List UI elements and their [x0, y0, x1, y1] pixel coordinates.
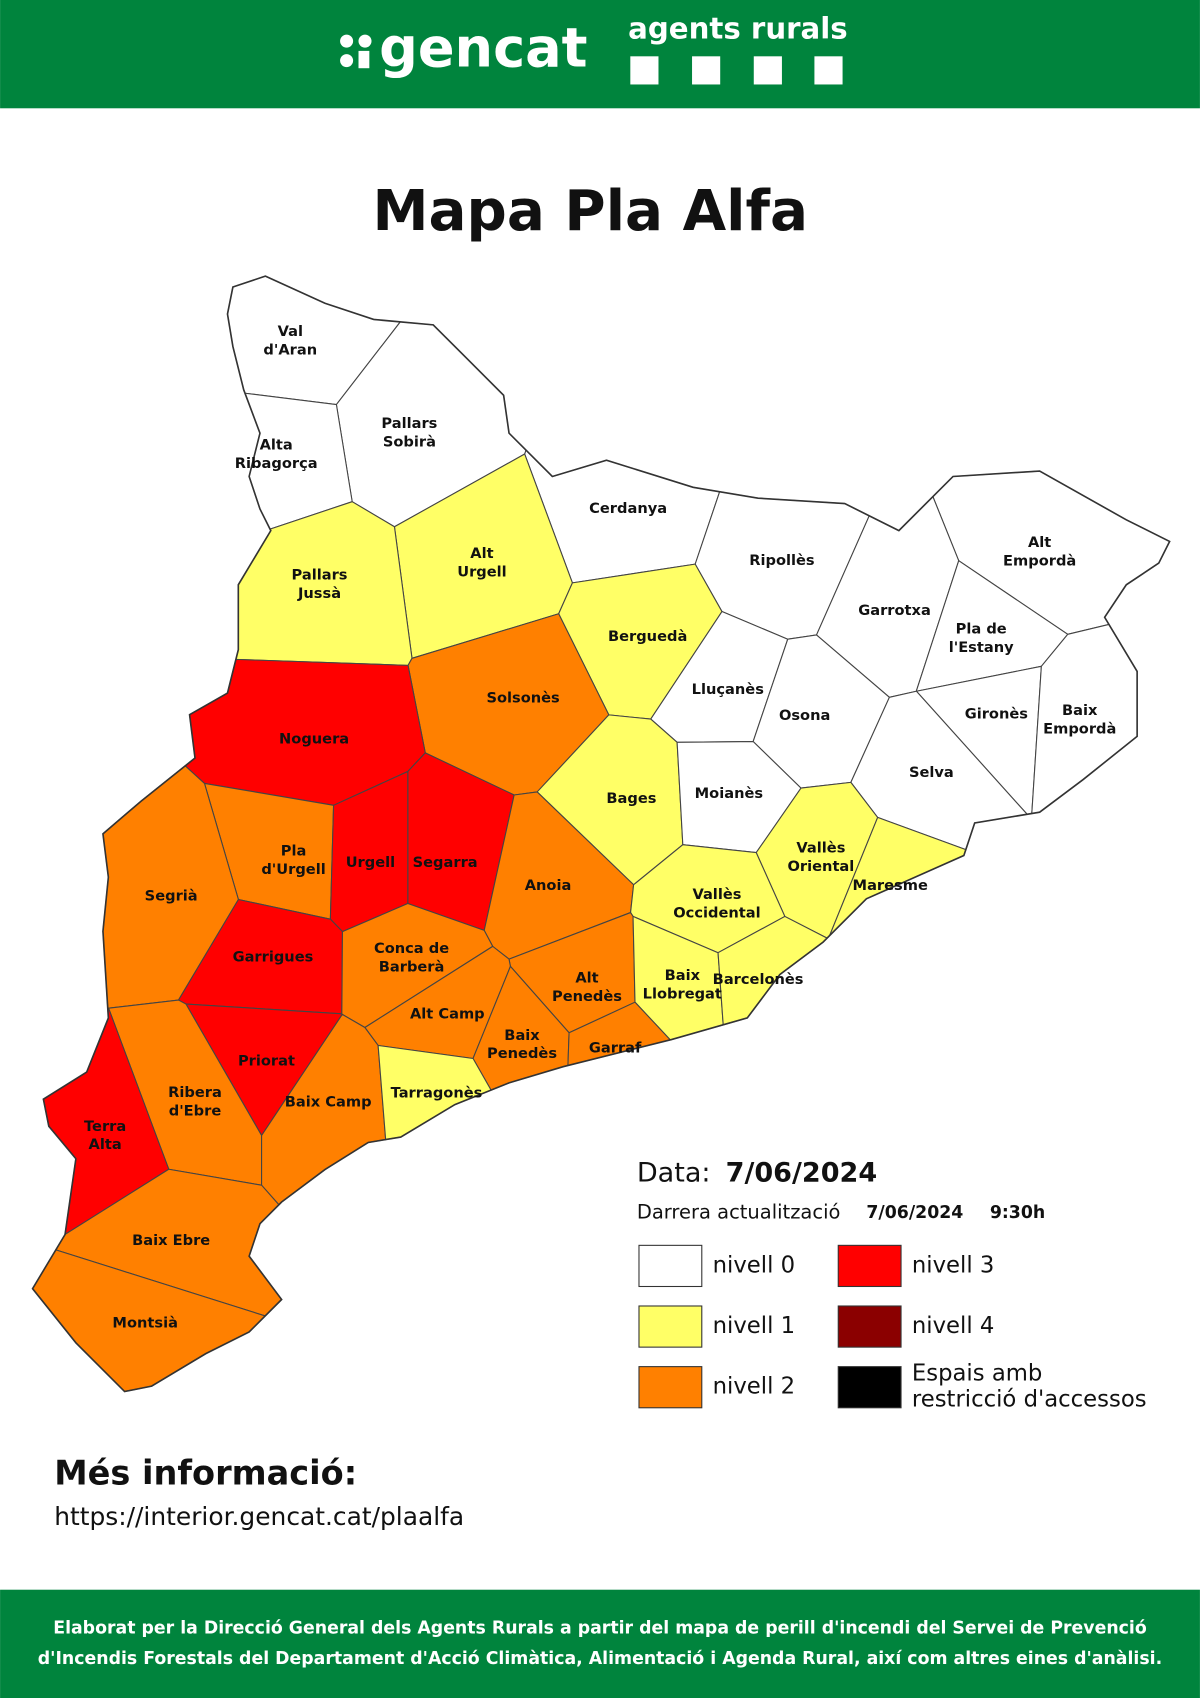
region-label: Pla de [956, 621, 1007, 638]
date: 7/06/2024 [726, 1157, 878, 1188]
region-label: Empordà [1003, 552, 1076, 569]
region-label: Baix [504, 1027, 540, 1044]
region-label: Alta [89, 1136, 122, 1153]
region-label: Cerdanya [589, 500, 667, 517]
region-label: Bages [606, 790, 656, 807]
legend-label: nivell 2 [713, 1374, 796, 1400]
region-label: Ribera [168, 1084, 222, 1101]
region-label: Llobregat [643, 986, 722, 1003]
legend-swatch [638, 1305, 703, 1348]
gencat-logo-icon [340, 34, 372, 69]
region-label: Solsonès [486, 689, 559, 706]
region-label: Moianès [695, 785, 763, 802]
region-label: Gironès [965, 706, 1028, 723]
region-label: Barberà [379, 959, 445, 976]
region-label: Ribagorça [235, 455, 318, 472]
region-label: Berguedà [608, 628, 687, 645]
legend-label: nivell 1 [713, 1313, 796, 1339]
footer-line: d'Incendis Forestals del Departament d'A… [38, 1649, 1162, 1669]
region-label: Conca de [374, 940, 449, 957]
map [31, 275, 1171, 1393]
region-label: Montsià [112, 1314, 178, 1331]
region-label: Segarra [413, 854, 478, 871]
region-label: d'Ebre [169, 1103, 222, 1120]
legend-swatch [837, 1366, 902, 1409]
region-label: Vallès [796, 839, 845, 856]
legend-label: Espais amb [912, 1361, 1042, 1387]
region-label: Oriental [788, 858, 855, 875]
region-label: Alt Camp [410, 1006, 485, 1023]
legend-swatch [837, 1244, 902, 1288]
region-label: Selva [909, 764, 954, 781]
region-label: Baix Ebre [132, 1232, 210, 1249]
update-date: 7/06/2024 [866, 1203, 963, 1223]
region-label: d'Aran [263, 341, 317, 358]
region-label: d'Urgell [261, 861, 325, 878]
region-labels: Vald'AranPallarsSobiràAltaRibagorçaCerda… [84, 323, 1116, 1331]
info-heading: Més informació: [54, 1453, 357, 1492]
region-label: Ripollès [749, 552, 814, 569]
region-label: Noguera [279, 731, 349, 748]
region-label: Urgell [457, 563, 506, 580]
legend-label: nivell 3 [912, 1252, 995, 1278]
region-label: Anoia [525, 877, 572, 894]
region-label: Garraf [589, 1039, 642, 1056]
region-label: Osona [779, 707, 830, 724]
region-label: Terra [84, 1118, 126, 1135]
outline [31, 275, 1171, 1393]
brand: agents rurals [628, 11, 848, 45]
region-label: Empordà [1043, 720, 1116, 737]
footer-line: Elaborat per la Direcció General dels Ag… [53, 1619, 1147, 1639]
region-label: Alta [260, 437, 293, 454]
header-bar [0, 0, 1200, 109]
region-label: Pallars [292, 567, 348, 584]
update-label: Darrera actualització [637, 1200, 841, 1223]
legend-label: nivell 0 [713, 1252, 796, 1278]
legend-swatch [638, 1366, 703, 1409]
region-label: Alt [1028, 534, 1051, 551]
legend-label: nivell 4 [912, 1313, 995, 1339]
legend: nivell 0 nivell 1 nivell 2 nivell 3 nivell 4… [638, 1244, 1147, 1413]
region-label: Alt [470, 545, 493, 562]
region-label: Urgell [346, 854, 395, 871]
region-label: Jussà [297, 585, 341, 602]
region-label: Penedès [552, 988, 622, 1005]
info-url[interactable]: https://interior.gencat.cat/plaalfa [54, 1502, 464, 1531]
region-label: Priorat [238, 1052, 295, 1069]
region-label: Segrià [145, 888, 198, 905]
region-label: Occidental [673, 904, 760, 921]
date-label: Data: [637, 1157, 711, 1188]
region-label: Alt [575, 969, 598, 986]
legend-swatch [638, 1244, 703, 1288]
region-label: Penedès [487, 1045, 557, 1062]
region-label: Maresme [853, 877, 928, 894]
region-label: Garrotxa [858, 602, 931, 619]
region-label: Baix Camp [285, 1093, 372, 1110]
brand-squares [630, 56, 843, 85]
region-label: Tarragonès [391, 1085, 483, 1102]
legend-label: restricció d'accessos [912, 1387, 1147, 1413]
logo[interactable]: gencat [379, 17, 587, 80]
region-label: Pla [281, 843, 307, 860]
region-label: Barcelonès [713, 971, 804, 988]
region-label: Sobirà [383, 433, 436, 450]
footer-bar [0, 1589, 1200, 1698]
region-label: Baix [1062, 702, 1098, 719]
update-time: 9:30h [990, 1203, 1045, 1223]
region-label: l'Estany [949, 639, 1014, 656]
legend-swatch [837, 1305, 902, 1348]
region-label: Vallès [692, 886, 741, 903]
region-label: Lluçanès [692, 681, 764, 698]
region-label: Baix [665, 967, 701, 984]
region-label: Garrigues [233, 948, 314, 965]
region-label: Val [278, 323, 303, 340]
region-label: Pallars [381, 415, 437, 432]
title: Mapa Pla Alfa [373, 179, 808, 244]
